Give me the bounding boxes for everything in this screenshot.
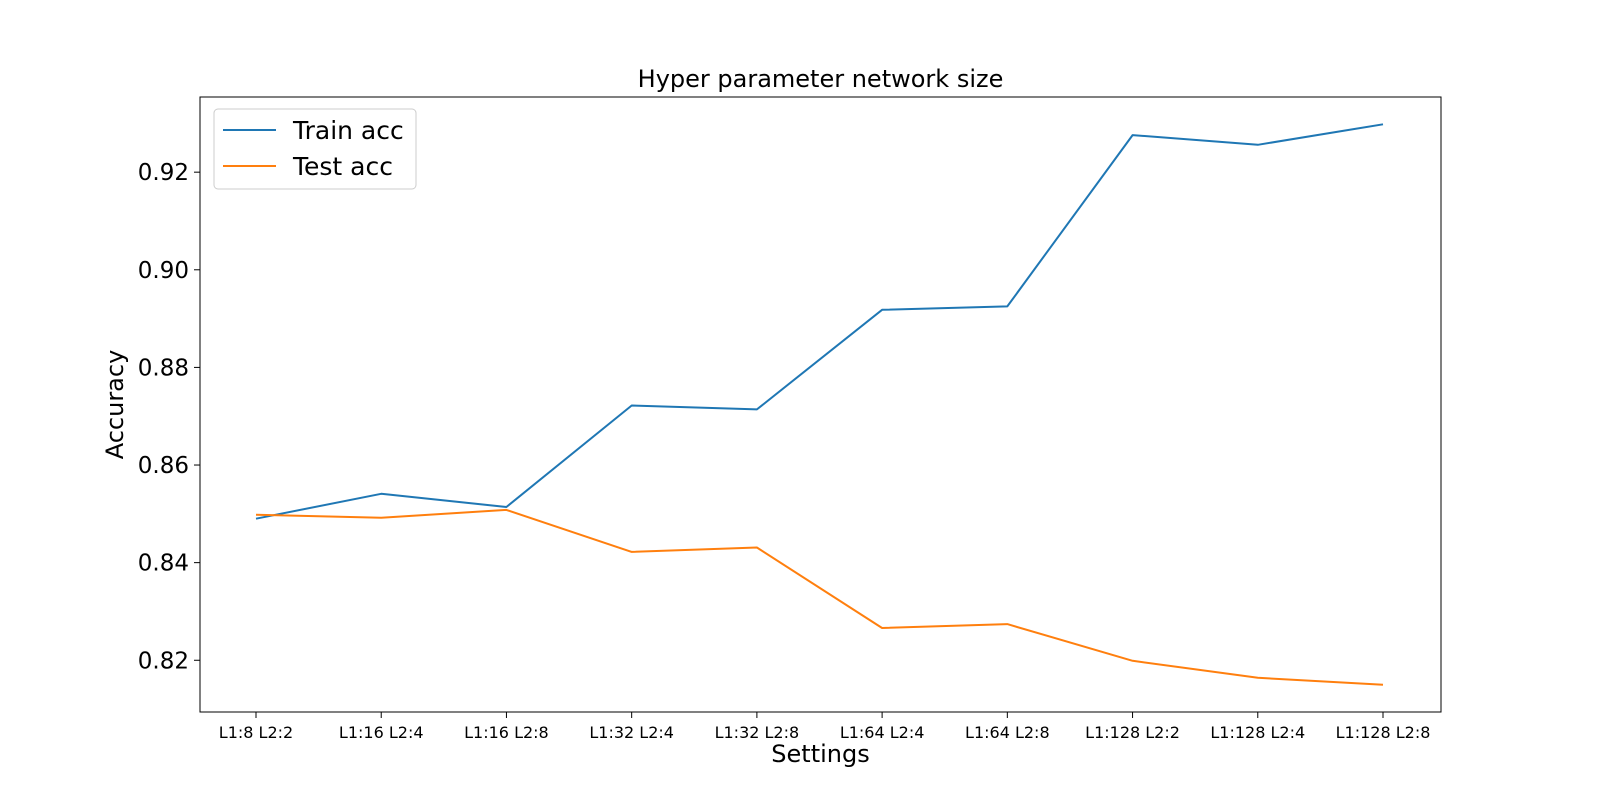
x-tick-label: L1:16 L2:4	[339, 723, 424, 742]
x-tick-label: L1:64 L2:8	[965, 723, 1050, 742]
y-tick-label: 0.82	[138, 648, 189, 674]
chart-title: Hyper parameter network size	[638, 65, 1004, 93]
y-tick-label: 0.86	[138, 453, 189, 479]
y-tick-label: 0.84	[138, 551, 189, 577]
y-axis: 0.82 0.84 0.86 0.88 0.90 0.92	[138, 160, 200, 674]
x-tick-label: L1:128 L2:8	[1336, 723, 1431, 742]
x-tick-label: L1:128 L2:4	[1210, 723, 1305, 742]
y-tick-label: 0.90	[138, 258, 189, 284]
x-axis: L1:8 L2:2 L1:16 L2:4 L1:16 L2:8 L1:32 L2:4 L…	[219, 712, 1431, 742]
x-tick-label: L1:16 L2:8	[464, 723, 549, 742]
series-line-test	[255, 508, 1384, 686]
legend-label: Train acc	[292, 116, 404, 145]
x-tick-label: L1:32 L2:4	[589, 723, 674, 742]
series-group	[255, 123, 1384, 686]
x-axis-label: Settings	[771, 740, 869, 768]
y-axis-label: Accuracy	[101, 350, 129, 460]
y-tick-label: 0.88	[138, 355, 189, 381]
legend-label: Test acc	[292, 152, 393, 181]
legend: Train acc Test acc	[213, 108, 417, 190]
series-line-train	[255, 123, 1384, 520]
x-tick-label: L1:32 L2:8	[715, 723, 800, 742]
x-tick-label: L1:64 L2:4	[840, 723, 925, 742]
y-tick-label: 0.92	[138, 160, 189, 186]
x-tick-label: L1:8 L2:2	[219, 723, 293, 742]
plot-area	[199, 96, 1442, 713]
x-tick-label: L1:128 L2:2	[1085, 723, 1180, 742]
